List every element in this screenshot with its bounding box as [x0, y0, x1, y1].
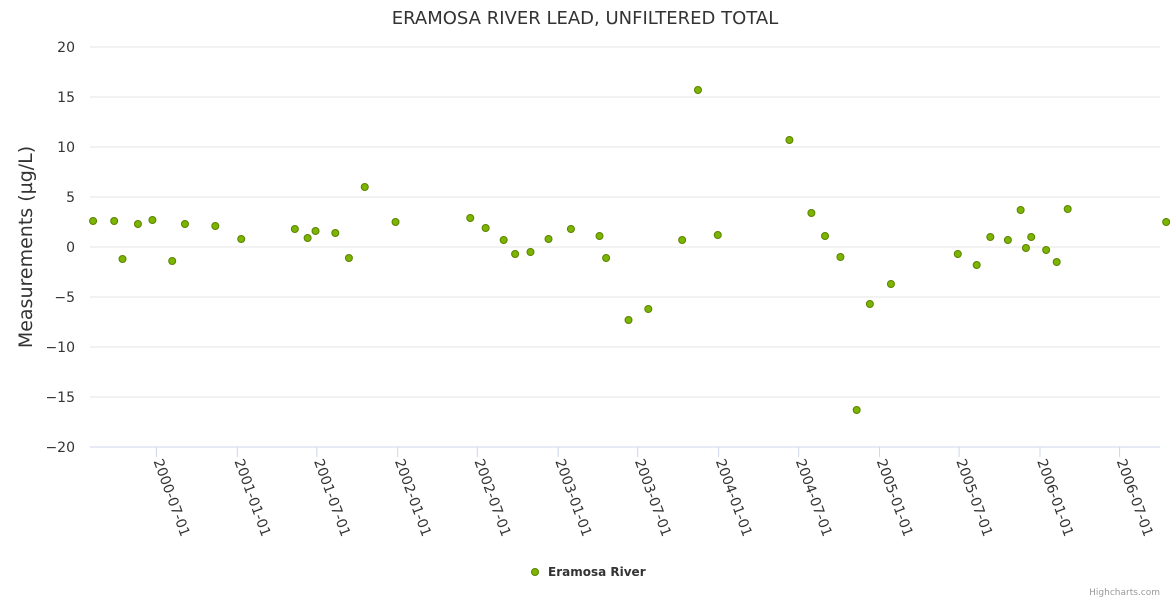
data-point[interactable] [624, 316, 633, 324]
data-point[interactable] [344, 254, 353, 262]
y-tick-label: 20 [57, 40, 75, 56]
credits-link[interactable]: Highcharts.com [1089, 588, 1160, 598]
legend-item-eramosa-river[interactable]: Eramosa River [548, 565, 646, 579]
data-point[interactable] [602, 254, 611, 262]
y-tick-label: 15 [57, 90, 75, 106]
data-point[interactable] [566, 225, 575, 233]
data-point[interactable] [466, 214, 475, 222]
y-tick-label: 0 [66, 240, 75, 256]
data-point[interactable] [110, 217, 119, 225]
data-point[interactable] [953, 250, 962, 258]
data-point[interactable] [852, 406, 861, 414]
data-point[interactable] [1016, 206, 1025, 214]
data-point[interactable] [1162, 218, 1170, 226]
data-point[interactable] [89, 217, 98, 225]
data-point[interactable] [180, 220, 189, 228]
y-axis-ticks: 20 15 10 5 0 −5 −10 −15 −20 [45, 40, 75, 456]
legend[interactable]: Eramosa River [531, 565, 646, 579]
y-tick-label: −15 [45, 390, 75, 406]
data-point[interactable] [1042, 246, 1051, 254]
data-point[interactable] [1021, 244, 1030, 252]
data-point[interactable] [481, 224, 490, 232]
data-point[interactable] [1003, 236, 1012, 244]
data-point[interactable] [595, 232, 604, 240]
y-tick-label: 5 [66, 190, 75, 206]
data-point[interactable] [821, 232, 830, 240]
data-point[interactable] [544, 235, 553, 243]
data-point[interactable] [360, 183, 369, 191]
data-point[interactable] [644, 305, 653, 313]
data-point[interactable] [836, 253, 845, 261]
y-tick-label: 10 [57, 140, 75, 156]
chart-title: ERAMOSA RIVER LEAD, UNFILTERED TOTAL [392, 8, 779, 29]
data-point[interactable] [1027, 233, 1036, 241]
legend-marker-icon[interactable] [531, 568, 539, 576]
data-point[interactable] [211, 222, 220, 230]
data-point[interactable] [499, 236, 508, 244]
data-point[interactable] [148, 216, 157, 224]
data-point[interactable] [678, 236, 687, 244]
data-point[interactable] [986, 233, 995, 241]
data-point[interactable] [391, 218, 400, 226]
grid [90, 46, 1160, 398]
data-point[interactable] [693, 86, 702, 94]
data-point[interactable] [168, 257, 177, 265]
data-point[interactable] [303, 234, 312, 242]
data-point[interactable] [331, 229, 340, 237]
data-point[interactable] [1063, 205, 1072, 213]
data-point[interactable] [713, 231, 722, 239]
data-point[interactable] [237, 235, 246, 243]
y-tick-label: −5 [54, 290, 75, 306]
data-point[interactable] [865, 300, 874, 308]
y-tick-label: −20 [45, 440, 75, 456]
data-point[interactable] [972, 261, 981, 269]
data-point[interactable] [118, 255, 127, 263]
y-axis-label: Measurements (µg/L) [15, 146, 37, 348]
data-point[interactable] [886, 280, 895, 288]
data-point[interactable] [807, 209, 816, 217]
data-point[interactable] [311, 227, 320, 235]
data-point[interactable] [290, 225, 299, 233]
data-point[interactable] [1052, 258, 1061, 266]
series-eramosa-river[interactable] [89, 86, 1170, 414]
data-point[interactable] [511, 250, 520, 258]
data-point[interactable] [526, 248, 535, 256]
data-point[interactable] [133, 220, 142, 228]
y-tick-label: −10 [45, 340, 75, 356]
data-point[interactable] [785, 136, 794, 144]
